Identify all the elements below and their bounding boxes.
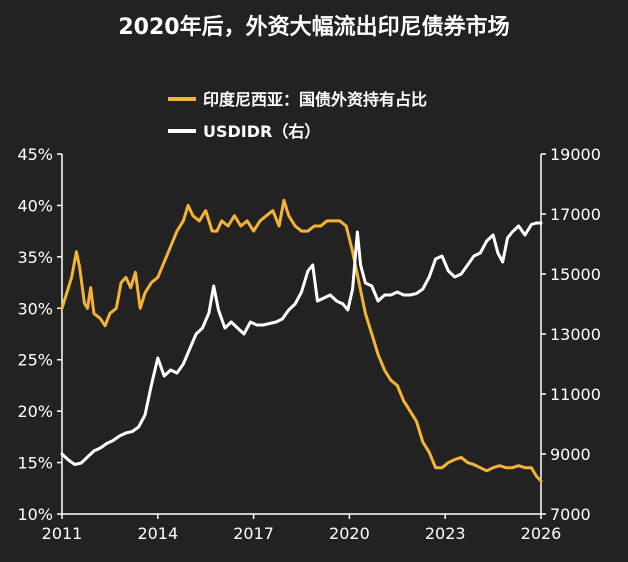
x-tick-label: 2026 bbox=[521, 524, 562, 543]
x-tick-label: 2023 bbox=[425, 524, 466, 543]
y-left-tick-label: 25% bbox=[17, 351, 53, 370]
x-tick-label: 2017 bbox=[233, 524, 274, 543]
y-left-tick-label: 45% bbox=[17, 145, 53, 164]
y-left-tick-label: 15% bbox=[17, 454, 53, 473]
y-left-tick-label: 10% bbox=[17, 505, 53, 524]
series-line-usdidr bbox=[60, 221, 543, 466]
y-right-tick-label: 19000 bbox=[550, 145, 601, 164]
axes bbox=[61, 154, 542, 515]
y-right-tick-label: 9000 bbox=[550, 445, 591, 464]
y-right-tick-label: 15000 bbox=[550, 265, 601, 284]
series-line-foreign-share bbox=[60, 198, 543, 483]
chart-title: 2020年后，外资大幅流出印尼债券市场 bbox=[118, 14, 509, 40]
x-tick-label: 2020 bbox=[329, 524, 370, 543]
y-left-tick-label: 20% bbox=[17, 402, 53, 421]
series-lines bbox=[60, 198, 543, 483]
y-right-tick-label: 17000 bbox=[550, 205, 601, 224]
y-right-tick-label: 11000 bbox=[550, 385, 601, 404]
y-left-tick-label: 30% bbox=[17, 299, 53, 318]
legend-label-share: 印度尼西亚：国债外资持有占比 bbox=[203, 90, 427, 109]
y-right-tick-label: 13000 bbox=[550, 325, 601, 344]
x-tick-label: 2014 bbox=[137, 524, 178, 543]
tick-labels: 45% 40% 35% 30% 25% 20% 15% 10% 19000 17000 15000 1… bbox=[17, 145, 600, 543]
y-left-tick-label: 40% bbox=[17, 196, 53, 215]
x-tick-label: 2011 bbox=[42, 524, 83, 543]
legend-label-usdidr: USDIDR（右） bbox=[203, 122, 320, 141]
y-right-tick-label: 7000 bbox=[550, 505, 591, 524]
legend: 印度尼西亚：国债外资持有占比 USDIDR（右） bbox=[168, 90, 427, 141]
y-left-tick-label: 35% bbox=[17, 248, 53, 267]
